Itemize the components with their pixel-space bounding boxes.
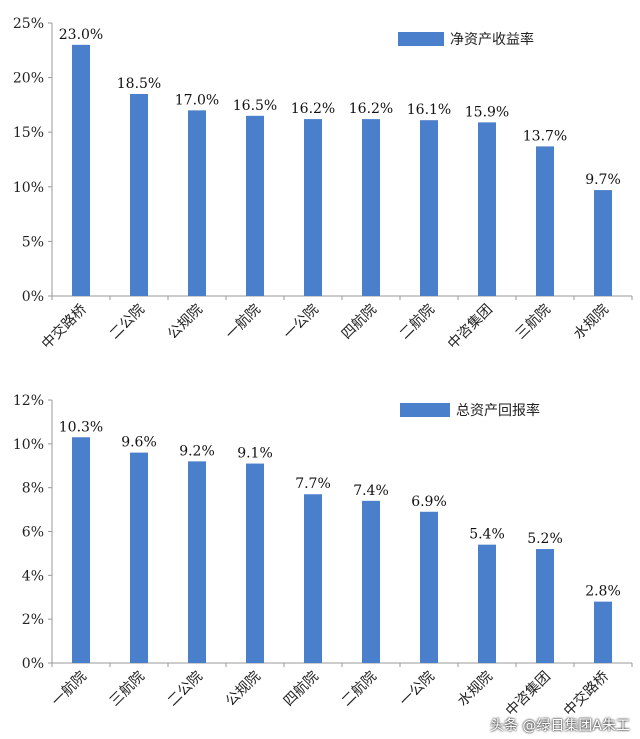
category-label: 二公院: [107, 302, 148, 343]
data-label: 2.8%: [585, 584, 621, 600]
data-label: 16.5%: [233, 98, 277, 114]
data-label: 23.0%: [59, 27, 103, 43]
data-label: 10.3%: [59, 419, 103, 435]
data-label: 13.7%: [523, 128, 567, 144]
y-tick-label: 10%: [13, 437, 44, 453]
y-tick-label: 0%: [22, 289, 44, 305]
roe-bar-chart: 0% 5% 10% 15% 20% 25% 23.0% 中交路桥 18.5% 二公院 17.0% 公规…: [13, 16, 633, 353]
y-tick-label: 10%: [13, 180, 44, 196]
y-tick-label: 15%: [13, 125, 44, 141]
bar: [594, 601, 612, 663]
category-label: 公规院: [223, 669, 264, 710]
data-label: 5.2%: [527, 531, 563, 547]
data-label: 17.0%: [175, 92, 219, 108]
category-label: 中咨集团: [502, 668, 554, 720]
bar: [130, 452, 148, 663]
category-label: 水规院: [571, 302, 612, 343]
bar: [304, 119, 322, 296]
data-label: 16.1%: [407, 102, 451, 118]
category-label: 水规院: [455, 669, 496, 710]
y-tick-label: 0%: [22, 656, 44, 672]
watermark: 头条 @绿日集团A朱工: [489, 718, 630, 734]
category-label: 三航院: [107, 669, 148, 710]
bar: [420, 120, 438, 296]
bar: [304, 494, 322, 663]
category-label: 一航院: [49, 669, 90, 710]
category-label: 中咨集团: [444, 301, 496, 353]
category-label: 一公院: [281, 302, 322, 343]
category-label: 一航院: [223, 302, 264, 343]
category-label: 四航院: [281, 669, 322, 710]
bar: [72, 44, 90, 297]
bar: [536, 549, 554, 663]
data-label: 16.2%: [349, 101, 393, 117]
bar: [594, 190, 612, 296]
data-label: 9.2%: [179, 443, 215, 459]
bar: [536, 146, 554, 296]
bar: [362, 119, 380, 296]
data-label: 9.7%: [585, 172, 621, 188]
category-label: 公规院: [165, 302, 206, 343]
bar: [420, 511, 438, 663]
bar: [130, 93, 148, 296]
legend-label: 净资产收益率: [450, 31, 534, 48]
category-label: 中交路桥: [560, 668, 612, 720]
data-label: 7.4%: [353, 483, 389, 499]
data-label: 16.2%: [291, 101, 335, 117]
y-tick-label: 2%: [22, 612, 44, 628]
data-label: 7.7%: [295, 476, 331, 492]
category-label: 三航院: [513, 302, 554, 343]
data-label: 9.6%: [121, 435, 157, 451]
data-label: 5.4%: [469, 527, 505, 543]
data-label: 6.9%: [411, 494, 447, 510]
legend-label: 总资产回报率: [456, 402, 540, 419]
bar: [478, 122, 496, 296]
roa-bar-chart: 0% 2% 4% 6% 8% 10% 12% 10.3% 一航院 9.6% 三航院 9.2% 二公院 9.…: [13, 393, 633, 720]
category-label: 中交路桥: [38, 301, 90, 353]
category-label: 一公院: [397, 669, 438, 710]
bar: [72, 437, 90, 663]
y-tick-label: 25%: [13, 16, 44, 32]
category-label: 二航院: [397, 302, 438, 343]
bar: [188, 461, 206, 663]
data-label: 18.5%: [117, 76, 161, 92]
y-tick-label: 12%: [13, 393, 44, 409]
bar: [478, 544, 496, 663]
legend-swatch: [398, 32, 444, 46]
bar: [362, 500, 380, 663]
legend-swatch: [400, 403, 450, 417]
category-label: 二航院: [339, 669, 380, 710]
data-label: 15.9%: [465, 104, 509, 120]
bar: [246, 463, 264, 663]
y-tick-label: 4%: [22, 568, 44, 584]
y-tick-label: 5%: [22, 234, 44, 250]
bar: [246, 115, 264, 296]
y-tick-label: 8%: [22, 481, 44, 497]
bar: [188, 110, 206, 296]
data-label: 9.1%: [237, 446, 273, 462]
y-tick-label: 20%: [13, 71, 44, 87]
y-tick-label: 6%: [22, 525, 44, 541]
category-label: 二公院: [165, 669, 206, 710]
category-label: 四航院: [339, 302, 380, 343]
